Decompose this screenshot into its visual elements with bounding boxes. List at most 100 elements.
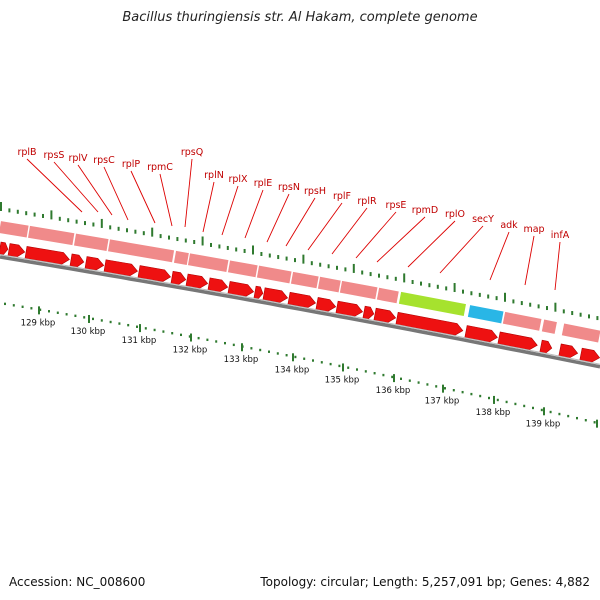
label-leader-line xyxy=(407,220,456,268)
minor-tick xyxy=(523,404,526,408)
top-tick xyxy=(537,304,540,309)
top-tick xyxy=(512,299,515,304)
gene-label: rplO xyxy=(445,209,465,220)
top-tick xyxy=(151,227,154,237)
gene-label: rplE xyxy=(254,178,273,189)
bottom-tick-ring: 129 kbp 130 kbp 131 kbp 132 kbp 133 kbp 134 k… xyxy=(4,302,598,429)
minor-tick xyxy=(444,387,446,390)
top-tick xyxy=(84,221,86,226)
top-tick xyxy=(453,283,456,293)
minor-tick xyxy=(496,398,499,402)
top-tick xyxy=(554,302,557,312)
minor-tick xyxy=(452,389,455,392)
top-tick xyxy=(504,292,506,302)
kbp-label: 135 kbp xyxy=(325,375,360,385)
top-tick xyxy=(562,309,565,314)
minor-tick xyxy=(232,343,235,347)
gene-bar xyxy=(398,291,466,316)
label-leader-line xyxy=(103,166,129,221)
label-leader-line xyxy=(331,207,368,255)
top-tick xyxy=(226,245,229,250)
cds-arrow xyxy=(558,343,579,359)
major-tick xyxy=(596,419,598,428)
label-leader-line xyxy=(26,158,83,213)
major-tick xyxy=(139,324,141,333)
minor-tick xyxy=(259,348,262,352)
cds-arrow xyxy=(69,253,85,268)
gene-bar xyxy=(187,253,229,272)
gene-label: rpsS xyxy=(44,150,65,161)
gene-label: rplN xyxy=(204,170,224,181)
minor-tick xyxy=(144,327,147,330)
minor-tick xyxy=(408,379,411,382)
label-leader-line xyxy=(159,173,173,227)
label-leader-line xyxy=(554,241,561,291)
minor-tick xyxy=(39,308,42,311)
gene-bar xyxy=(317,276,341,293)
minor-tick xyxy=(276,352,279,355)
top-tick xyxy=(58,216,61,221)
top-tick xyxy=(176,237,179,242)
minor-tick xyxy=(92,317,94,321)
minor-tick xyxy=(136,325,138,328)
top-tick xyxy=(243,248,246,253)
gene-label: rplB xyxy=(17,147,36,158)
label-leader-line xyxy=(376,216,426,263)
top-tick-ring xyxy=(0,202,599,321)
top-tick xyxy=(352,263,355,273)
minor-tick xyxy=(505,400,508,404)
minor-tick xyxy=(162,330,165,333)
minor-tick xyxy=(303,357,306,360)
kbp-label: 137 kbp xyxy=(425,397,460,407)
map-title: Bacillus thuringiensis str. Al Hakam, co… xyxy=(122,10,478,25)
minor-tick xyxy=(549,410,552,414)
major-tick xyxy=(38,306,40,315)
top-tick xyxy=(42,213,44,218)
label-leader-line xyxy=(524,235,535,286)
minor-tick xyxy=(109,320,112,324)
gene-label: rplX xyxy=(228,174,248,185)
minor-tick xyxy=(461,390,464,394)
minor-tick xyxy=(400,377,402,380)
top-tick xyxy=(361,270,364,275)
minor-tick xyxy=(558,412,561,416)
label-leader-line xyxy=(130,170,156,224)
top-tick xyxy=(117,226,120,231)
gene-label: rpsQ xyxy=(181,147,203,158)
minor-tick xyxy=(347,366,350,369)
top-tick xyxy=(210,242,212,247)
label-leader-line xyxy=(355,211,397,259)
top-tick xyxy=(520,301,523,306)
gene-label-leaders: rplB rpsS rplV rpsC rplP rpmC rpsQ rplN rplX rplE… xyxy=(17,147,570,291)
top-tick xyxy=(445,286,448,291)
minor-tick xyxy=(364,370,367,373)
genome-summary-text: Topology: circular; Length: 5,257,091 bp… xyxy=(260,575,590,589)
top-tick xyxy=(378,273,380,278)
top-tick xyxy=(386,275,389,280)
major-tick xyxy=(241,343,243,352)
kbp-label: 130 kbp xyxy=(71,327,106,337)
top-tick xyxy=(268,253,271,258)
top-tick xyxy=(394,276,397,281)
minor-tick xyxy=(382,373,385,377)
top-tick xyxy=(546,306,548,311)
minor-tick xyxy=(285,354,288,357)
top-tick xyxy=(436,284,439,289)
minor-tick xyxy=(417,381,420,384)
kbp-label: 139 kbp xyxy=(526,419,561,429)
top-tick xyxy=(184,238,187,243)
cds-arrow xyxy=(539,339,553,354)
minor-tick xyxy=(180,333,182,337)
top-tick xyxy=(462,289,464,294)
cds-arrow xyxy=(464,325,498,343)
gene-label: rpmD xyxy=(412,205,439,216)
top-tick xyxy=(420,281,422,286)
gene-bar xyxy=(73,233,109,251)
cds-arrow xyxy=(207,277,229,293)
top-tick xyxy=(478,292,481,297)
label-leader-line xyxy=(184,158,193,228)
label-leader-line xyxy=(285,197,316,247)
top-tick xyxy=(428,283,431,288)
minor-tick xyxy=(294,355,297,359)
top-tick xyxy=(571,311,574,316)
